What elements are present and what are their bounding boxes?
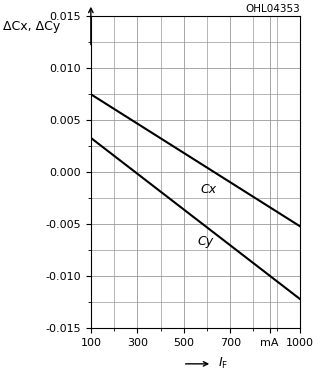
Text: $I_\mathsf{F}$: $I_\mathsf{F}$ [218,356,229,371]
Text: Cy: Cy [198,235,214,248]
Text: ΔCx, ΔCy: ΔCx, ΔCy [3,20,60,33]
Text: OHL04353: OHL04353 [245,4,300,14]
Text: Cx: Cx [200,183,216,196]
